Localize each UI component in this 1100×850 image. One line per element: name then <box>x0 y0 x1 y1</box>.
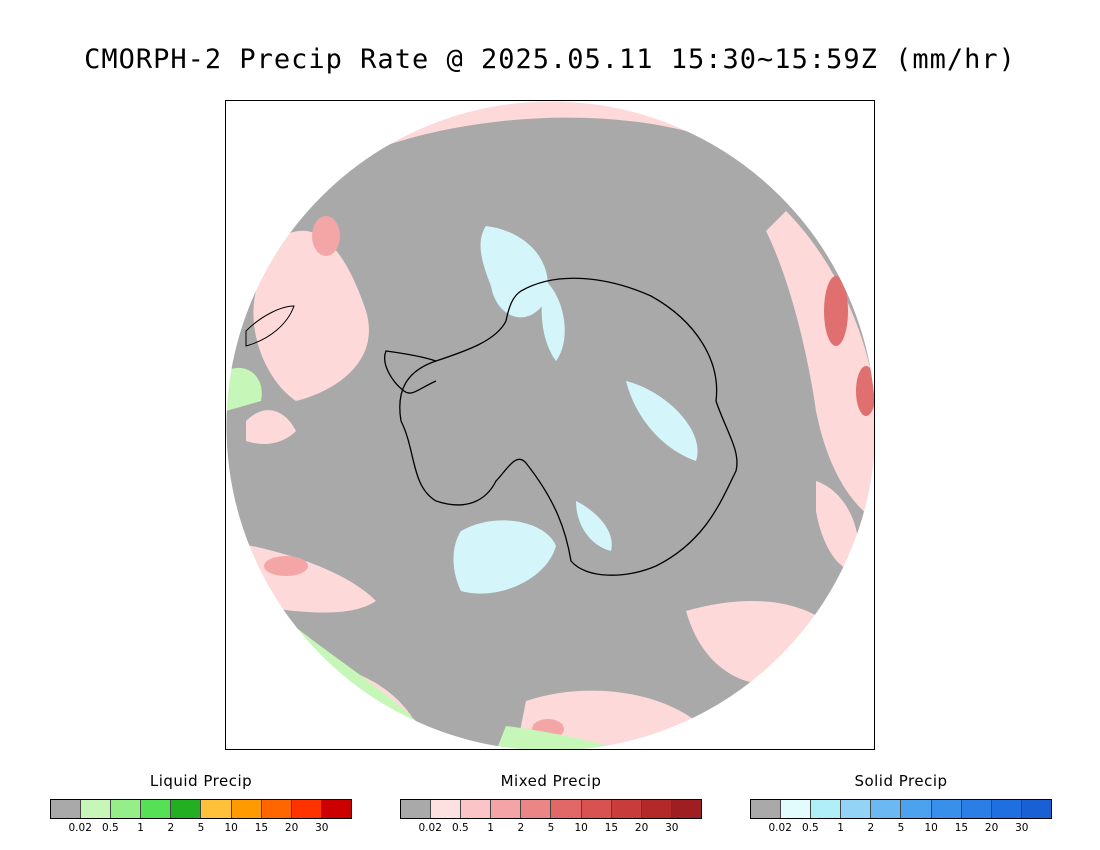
legend-swatch <box>111 800 142 818</box>
legend-swatch <box>991 800 1022 818</box>
mixed-precip-cell <box>824 276 848 346</box>
legend-tick-label: 1 <box>137 822 144 834</box>
legend-swatch <box>1021 800 1051 818</box>
mixed-precip-cell <box>312 216 340 256</box>
map-title: CMORPH-2 Precip Rate @ 2025.05.11 15:30~… <box>84 44 1016 75</box>
mixed-precip-region <box>816 481 859 571</box>
legend-swatch <box>671 800 701 818</box>
legend-swatch <box>581 800 612 818</box>
legend-swatch <box>811 800 842 818</box>
legend-swatch <box>431 800 462 818</box>
legend-swatch <box>551 800 582 818</box>
legend-tick-label: 0.02 <box>768 822 792 834</box>
legend-swatch <box>901 800 932 818</box>
legend-tick-label: 5 <box>197 822 205 834</box>
legend-tick-label: 2 <box>517 822 525 834</box>
legend-swatch <box>321 800 351 818</box>
mixed-precip-region <box>253 230 369 401</box>
legend-tick-label: 2 <box>167 822 175 834</box>
legend-ticks: 0.02 0.5 1 2 5 10 15 20 30 <box>50 822 352 836</box>
legend-tick-label: 10 <box>574 822 588 834</box>
legend-swatch <box>141 800 172 818</box>
antarctica-coastline <box>399 277 738 576</box>
solid-precip-region <box>626 381 698 461</box>
legend-tick-label: 5 <box>547 822 555 834</box>
legend-liquid-precip: Liquid Precip 0.02 0.5 1 2 5 10 15 20 30 <box>50 772 352 836</box>
legend-swatch <box>871 800 902 818</box>
legend-tick-label: 1 <box>837 822 844 834</box>
legend-title: Mixed Precip <box>500 772 602 790</box>
legend-ticks: 0.02 0.5 1 2 5 10 15 20 30 <box>400 822 702 836</box>
legend-swatch <box>521 800 552 818</box>
legend-tick-label: 0.02 <box>68 822 92 834</box>
legend-swatch <box>961 800 992 818</box>
legend-solid-precip: Solid Precip 0.02 0.5 1 2 5 10 15 20 30 <box>750 772 1052 836</box>
mixed-precip-cell <box>856 366 874 416</box>
legend-swatch <box>231 800 262 818</box>
legend-tick-label: 10 <box>224 822 238 834</box>
legend-tick-label: 30 <box>1015 822 1029 834</box>
legend-swatch <box>461 800 492 818</box>
legend-tick-label: 20 <box>984 822 999 834</box>
legend-tick-label: 15 <box>254 822 269 834</box>
solid-precip-region <box>453 520 556 594</box>
mixed-precip-region <box>246 410 296 444</box>
legend-swatch <box>401 800 432 818</box>
legend-swatch <box>81 800 112 818</box>
legend-tick-label: 15 <box>954 822 969 834</box>
liquid-precip-region <box>496 726 626 749</box>
legend-tick-label: 0.5 <box>452 822 469 834</box>
legend-swatch <box>931 800 962 818</box>
legend-tick-label: 2 <box>867 822 875 834</box>
solid-precip-region <box>576 501 612 551</box>
legend-tick-label: 0.02 <box>418 822 442 834</box>
legend-swatch <box>781 800 812 818</box>
solid-precip-region <box>480 226 548 318</box>
legend-tick-label: 20 <box>284 822 299 834</box>
legend-swatches <box>50 799 352 819</box>
legend-swatches <box>400 799 702 819</box>
legend-tick-label: 5 <box>897 822 905 834</box>
legend-mixed-precip: Mixed Precip 0.02 0.5 1 2 5 10 15 20 30 <box>400 772 702 836</box>
precip-map-canvas <box>226 101 874 749</box>
legend-ticks: 0.02 0.5 1 2 5 10 15 20 30 <box>750 822 1052 836</box>
legend-swatch <box>491 800 522 818</box>
legend-tick-label: 1 <box>487 822 494 834</box>
liquid-precip-region <box>226 367 262 411</box>
mixed-precip-region <box>766 211 874 521</box>
legend-swatch <box>751 800 782 818</box>
legend-swatch <box>641 800 672 818</box>
south-america-coastline <box>245 305 295 347</box>
legend-tick-label: 30 <box>315 822 329 834</box>
solid-precip-region <box>541 281 565 361</box>
polar-precip-map <box>225 100 875 750</box>
precip-field <box>226 101 874 749</box>
legend-swatch <box>611 800 642 818</box>
legend-swatch <box>841 800 872 818</box>
antarctic-peninsula-coastline <box>384 350 437 394</box>
legend-tick-label: 0.5 <box>102 822 119 834</box>
legend-swatch <box>261 800 292 818</box>
legend-swatch <box>201 800 232 818</box>
legend-tick-label: 0.5 <box>802 822 819 834</box>
legend-tick-label: 10 <box>924 822 938 834</box>
legend-title: Liquid Precip <box>149 772 253 790</box>
legend-swatches <box>750 799 1052 819</box>
legend-title: Solid Precip <box>854 772 948 790</box>
legend-swatch <box>291 800 322 818</box>
legend-tick-label: 20 <box>634 822 649 834</box>
legend-swatch <box>51 800 82 818</box>
mixed-precip-cell <box>264 556 308 576</box>
legend-tick-label: 15 <box>604 822 619 834</box>
legend-tick-label: 30 <box>665 822 679 834</box>
legend-swatch <box>171 800 202 818</box>
